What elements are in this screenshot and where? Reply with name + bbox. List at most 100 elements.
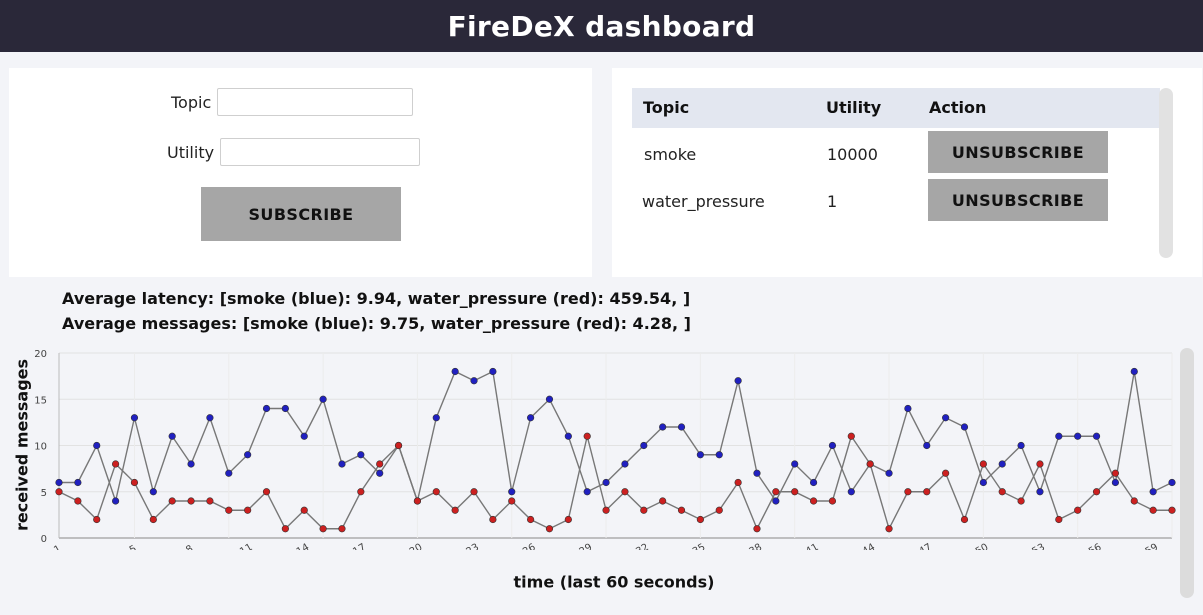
data-point-smoke xyxy=(168,432,176,440)
data-point-water_pressure xyxy=(432,488,440,496)
data-point-water_pressure xyxy=(206,497,214,505)
data-point-water_pressure xyxy=(545,525,554,533)
x-tick-label: 41 xyxy=(804,542,821,550)
data-point-smoke xyxy=(621,460,629,468)
data-point-water_pressure xyxy=(149,515,157,524)
data-point-water_pressure xyxy=(753,525,761,533)
table-scrollbar[interactable] xyxy=(1159,88,1173,258)
header-bar: FireDeX dashboard xyxy=(0,0,1203,52)
data-point-water_pressure xyxy=(376,460,384,468)
data-point-smoke xyxy=(545,395,554,403)
data-point-water_pressure xyxy=(1074,506,1082,514)
data-point-smoke xyxy=(508,488,516,496)
data-point-water_pressure xyxy=(602,506,610,514)
data-point-water_pressure xyxy=(338,525,346,533)
data-point-water_pressure xyxy=(677,506,686,514)
data-point-smoke xyxy=(1017,441,1025,450)
data-point-smoke xyxy=(130,414,139,422)
data-point-water_pressure xyxy=(923,488,931,496)
data-point-smoke xyxy=(451,367,459,376)
data-point-water_pressure xyxy=(413,497,422,505)
data-point-smoke xyxy=(149,488,157,496)
row-topic: water_pressure xyxy=(642,192,765,211)
topic-row: Topic xyxy=(171,88,414,116)
y-axis-title: received messages xyxy=(12,358,32,532)
data-point-water_pressure xyxy=(885,525,893,533)
data-point-water_pressure xyxy=(1168,506,1176,514)
row-utility: 10000 xyxy=(827,145,878,164)
data-point-smoke xyxy=(828,441,837,450)
x-tick-label: 14 xyxy=(295,542,312,550)
data-point-smoke xyxy=(942,414,950,422)
subscribe-card: Topic Utility SUBSCRIBE xyxy=(9,68,592,277)
chart-scrollbar[interactable] xyxy=(1180,348,1194,598)
page-title: FireDeX dashboard xyxy=(447,9,756,43)
x-tick-label: 35 xyxy=(691,542,708,550)
data-point-smoke xyxy=(715,451,723,459)
utility-input[interactable] xyxy=(220,138,421,166)
data-point-water_pressure xyxy=(809,497,818,505)
data-point-water_pressure xyxy=(847,432,855,440)
data-point-water_pressure xyxy=(828,497,837,505)
data-point-water_pressure xyxy=(55,488,63,496)
data-point-water_pressure xyxy=(319,525,327,533)
row-utility: 1 xyxy=(827,192,838,211)
data-point-smoke xyxy=(319,395,327,403)
data-point-water_pressure xyxy=(979,460,987,468)
data-point-smoke xyxy=(583,488,591,496)
data-point-water_pressure xyxy=(508,497,516,505)
x-tick-label: 17 xyxy=(351,542,368,550)
data-point-smoke xyxy=(74,478,82,487)
data-point-smoke xyxy=(244,451,252,459)
data-point-water_pressure xyxy=(866,460,874,468)
column-header-utility: Utility xyxy=(826,98,882,117)
x-tick-label: 59 xyxy=(1144,542,1161,550)
data-point-smoke xyxy=(262,404,271,413)
data-point-water_pressure xyxy=(357,488,365,496)
data-point-smoke xyxy=(734,377,742,385)
average-latency-text: Average latency: [smoke (blue): 9.94, wa… xyxy=(62,289,691,308)
data-point-water_pressure xyxy=(640,506,648,514)
data-point-water_pressure xyxy=(942,469,950,477)
data-point-smoke xyxy=(979,478,987,487)
data-point-smoke xyxy=(187,460,195,468)
x-tick-label: 47 xyxy=(917,542,934,550)
unsubscribe-button-water-pressure[interactable]: UNSUBSCRIBE xyxy=(928,179,1108,221)
data-point-water_pressure xyxy=(564,515,572,524)
x-tick-label: 56 xyxy=(1087,542,1104,550)
data-point-water_pressure xyxy=(772,488,780,496)
data-point-water_pressure xyxy=(527,515,535,524)
x-tick-label: 8 xyxy=(184,543,195,550)
data-point-water_pressure xyxy=(621,488,629,496)
data-point-water_pressure xyxy=(791,488,799,496)
data-point-smoke xyxy=(1111,478,1120,487)
x-tick-label: 11 xyxy=(238,542,255,550)
data-point-smoke xyxy=(564,432,572,440)
data-point-smoke xyxy=(1055,432,1063,440)
x-tick-label: 44 xyxy=(861,542,878,550)
data-point-water_pressure xyxy=(659,497,667,505)
data-point-water_pressure xyxy=(489,515,497,524)
unsubscribe-button-smoke[interactable]: UNSUBSCRIBE xyxy=(928,131,1108,173)
x-tick-label: 26 xyxy=(521,542,538,550)
data-point-smoke xyxy=(206,414,214,422)
data-point-smoke xyxy=(111,497,120,505)
data-point-water_pressure xyxy=(451,506,459,514)
x-tick-label: 38 xyxy=(747,542,764,550)
x-tick-label: 20 xyxy=(408,542,425,550)
x-tick-label: 1 xyxy=(52,543,63,550)
data-point-smoke xyxy=(470,377,478,385)
topic-input[interactable] xyxy=(217,88,414,116)
data-point-smoke xyxy=(696,451,704,459)
data-point-water_pressure xyxy=(300,506,308,514)
data-point-water_pressure xyxy=(93,515,101,524)
data-point-water_pressure xyxy=(470,488,478,496)
y-tick-label: 20 xyxy=(34,349,47,360)
x-tick-label: 32 xyxy=(634,542,651,550)
data-point-smoke xyxy=(1168,478,1176,487)
subscribe-button[interactable]: SUBSCRIBE xyxy=(201,187,401,241)
data-point-water_pressure xyxy=(734,478,742,487)
data-point-smoke xyxy=(791,460,799,468)
topic-label: Topic xyxy=(171,92,212,112)
data-point-smoke xyxy=(677,423,686,431)
